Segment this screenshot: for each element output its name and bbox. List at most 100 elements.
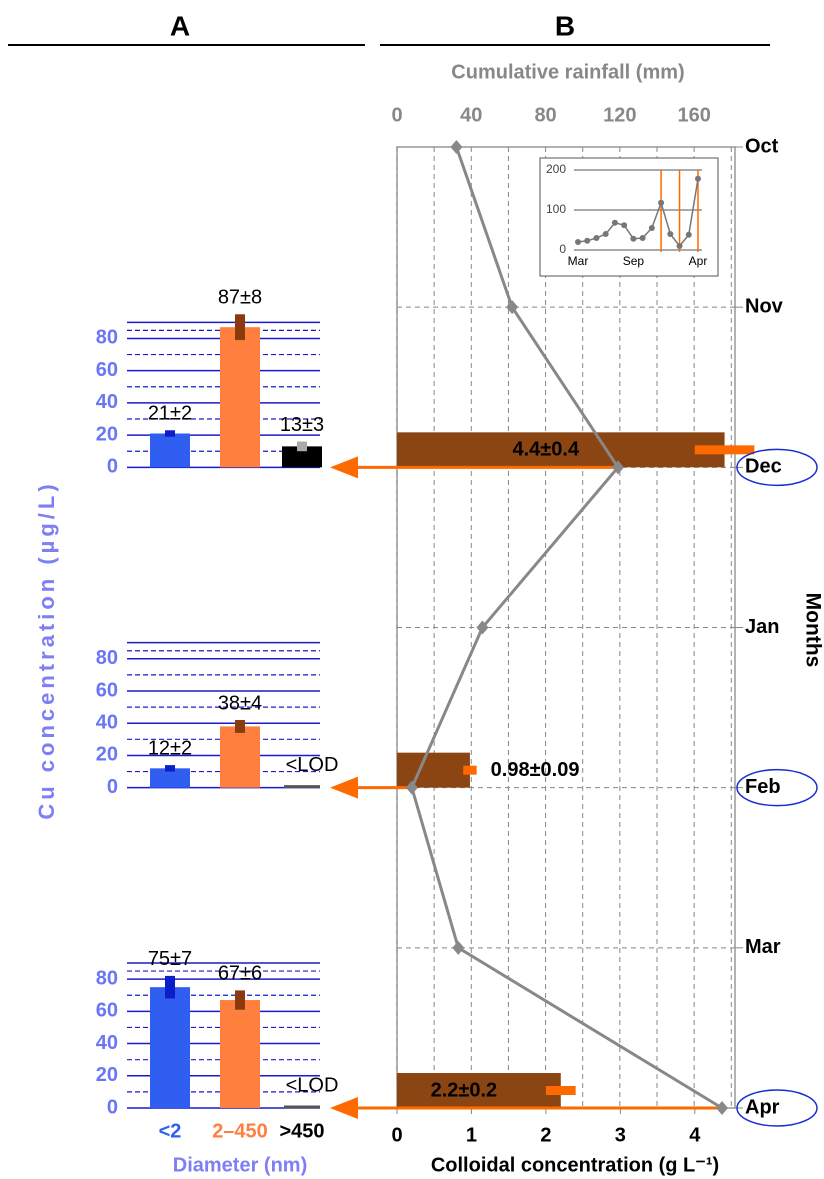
value-label: 4.4±0.4 bbox=[512, 439, 579, 461]
x-tick-label: 2 bbox=[540, 1124, 551, 1146]
inset-point bbox=[611, 219, 618, 226]
inset-point bbox=[575, 239, 581, 245]
value-label: 21±2 bbox=[148, 403, 192, 425]
error-bar bbox=[235, 314, 245, 341]
y-tick-label: 200 bbox=[546, 162, 566, 176]
y-tick-label: 80 bbox=[96, 967, 118, 989]
month-label: Feb bbox=[745, 776, 781, 798]
value-label: 2.2±0.2 bbox=[431, 1079, 498, 1101]
error-bar bbox=[165, 765, 175, 772]
bar bbox=[150, 987, 190, 1108]
bar bbox=[220, 1000, 260, 1108]
month-label: Apr bbox=[745, 1096, 780, 1118]
y-tick-label: 40 bbox=[96, 1032, 118, 1054]
rainfall-point bbox=[716, 1101, 728, 1115]
x2-tick-label: 160 bbox=[677, 104, 710, 126]
inset-point bbox=[667, 231, 674, 237]
x-tick-label: Sep bbox=[623, 254, 645, 268]
bar bbox=[282, 446, 322, 468]
bar bbox=[150, 768, 190, 788]
x-tick-label: 1 bbox=[466, 1124, 477, 1146]
rainfall-point bbox=[506, 300, 519, 315]
y-tick-label: 60 bbox=[96, 1000, 118, 1022]
bar bbox=[150, 433, 190, 468]
value-label: 75±7 bbox=[148, 948, 192, 970]
x-tick-label: Mar bbox=[568, 254, 589, 268]
inset-point bbox=[648, 225, 655, 231]
x2-tick-label: 120 bbox=[603, 104, 636, 126]
inset-point bbox=[639, 235, 646, 241]
x-tick-label: 4 bbox=[689, 1124, 701, 1146]
x-tick-label: Apr bbox=[689, 254, 708, 268]
y-tick-label: 60 bbox=[96, 679, 118, 701]
x2-tick-label: 80 bbox=[534, 104, 556, 126]
value-label: 67±6 bbox=[218, 963, 262, 985]
inset-point bbox=[593, 235, 600, 241]
bar bbox=[397, 752, 470, 788]
month-highlight bbox=[736, 448, 818, 487]
panel-title: A bbox=[170, 10, 190, 41]
value-label: 13±3 bbox=[280, 414, 324, 436]
arrow-head bbox=[330, 456, 358, 479]
y-tick-label: 20 bbox=[96, 423, 118, 445]
y-tick-label: 0 bbox=[559, 242, 566, 256]
rainfall-point bbox=[450, 140, 463, 154]
value-label: 12±2 bbox=[148, 737, 192, 759]
rainfall-line bbox=[410, 146, 723, 1110]
bar bbox=[220, 327, 260, 468]
bar bbox=[220, 726, 260, 788]
month-highlight bbox=[736, 768, 818, 807]
month-label: Dec bbox=[745, 456, 782, 478]
error-bar bbox=[694, 445, 755, 455]
panel-title: B bbox=[555, 10, 575, 41]
x-tick-label: 0 bbox=[391, 1124, 402, 1146]
inset-point bbox=[584, 237, 591, 244]
error-bar bbox=[235, 990, 245, 1010]
y-tick-label: 0 bbox=[107, 1096, 118, 1118]
y-tick-label: 60 bbox=[96, 359, 118, 381]
x2-tick-label: 40 bbox=[460, 104, 482, 126]
month-label: Oct bbox=[745, 135, 779, 157]
arrow-head bbox=[330, 1097, 358, 1119]
y-tick-label: 20 bbox=[96, 1064, 118, 1086]
inset-point bbox=[685, 231, 692, 238]
inset-point bbox=[695, 175, 701, 182]
y-tick-label: 80 bbox=[96, 647, 118, 669]
y-tick-label: 0 bbox=[107, 776, 118, 798]
rainfall-point bbox=[476, 620, 489, 635]
error-bar bbox=[165, 975, 175, 999]
rainfall-point bbox=[405, 780, 418, 795]
error-bar bbox=[165, 430, 175, 437]
y-axis-title: Cu concentration (µg/L) bbox=[34, 480, 59, 819]
rainfall-point bbox=[612, 460, 624, 475]
x-tick-label: 3 bbox=[615, 1124, 626, 1146]
x-tick-label: 2–450 bbox=[212, 1120, 268, 1142]
value-label: <LOD bbox=[286, 754, 339, 776]
x-axis-title: Diameter (nm) bbox=[173, 1154, 307, 1176]
value-label: 38±4 bbox=[218, 692, 262, 714]
x2-tick-label: 0 bbox=[391, 104, 402, 126]
inset-point bbox=[630, 235, 637, 242]
y-axis-title: Months bbox=[801, 593, 824, 668]
plot-frame bbox=[396, 146, 736, 1109]
inset-point bbox=[658, 199, 665, 206]
month-label: Nov bbox=[745, 295, 784, 317]
arrow-head bbox=[330, 776, 358, 799]
error-bar bbox=[545, 1086, 576, 1095]
inset-point bbox=[676, 243, 683, 249]
x-tick-label: <2 bbox=[159, 1120, 182, 1142]
y-tick-label: 40 bbox=[96, 712, 118, 734]
inset-point bbox=[621, 222, 628, 229]
inset-point bbox=[602, 231, 609, 237]
month-label: Mar bbox=[745, 936, 781, 958]
inset-frame bbox=[539, 157, 719, 277]
month-highlight bbox=[736, 1089, 818, 1127]
x-axis-title: Colloidal concentration (g L⁻¹) bbox=[431, 1154, 719, 1176]
y-tick-label: 20 bbox=[96, 744, 118, 766]
y-tick-label: 40 bbox=[96, 391, 118, 413]
month-label: Jan bbox=[745, 616, 779, 638]
bar bbox=[397, 432, 725, 468]
y-tick-label: 0 bbox=[107, 456, 118, 478]
rainfall-point bbox=[452, 940, 465, 955]
